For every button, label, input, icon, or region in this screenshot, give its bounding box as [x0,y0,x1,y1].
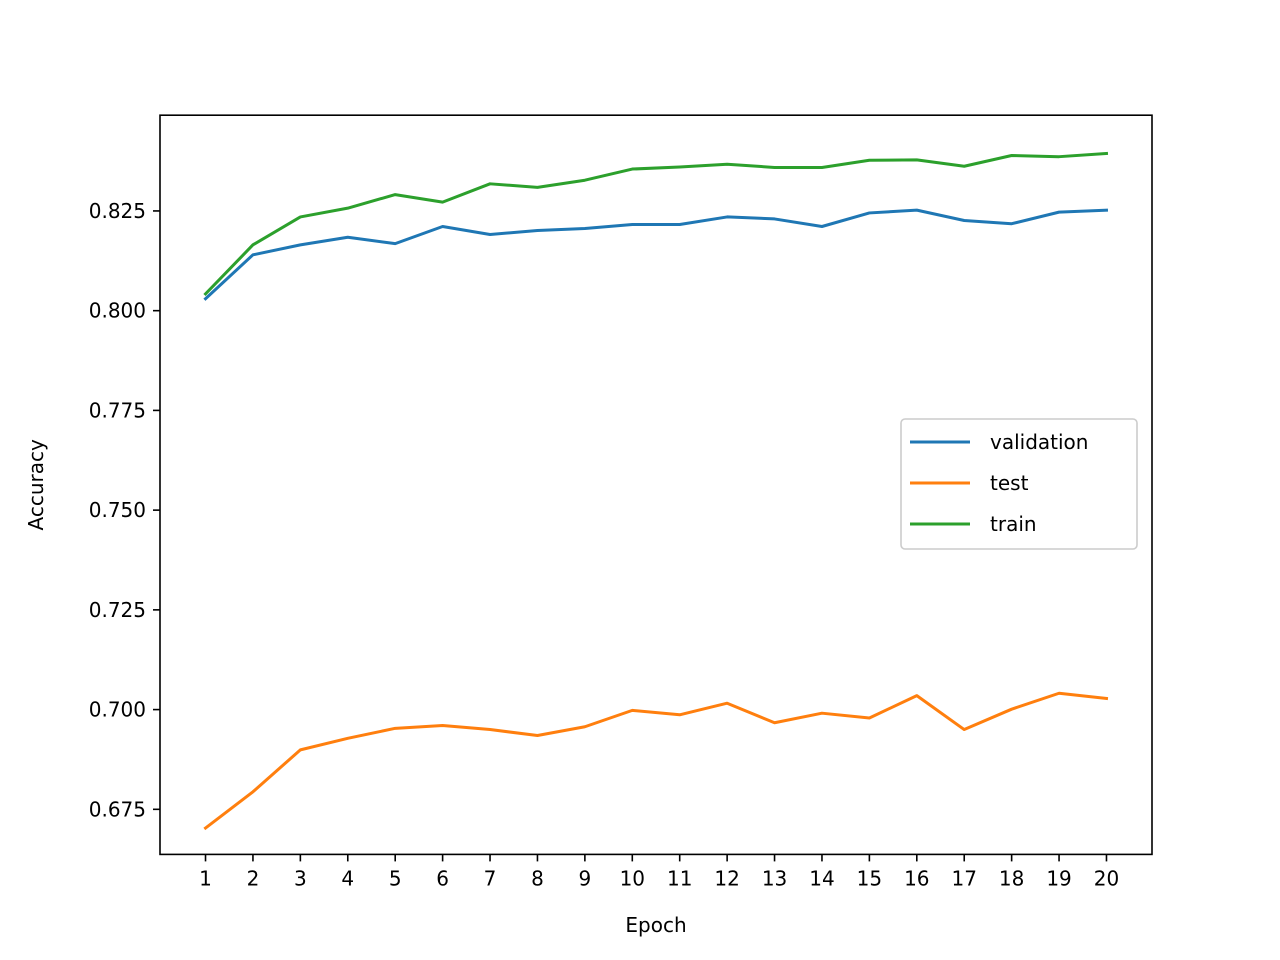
x-tick-label: 19 [1046,866,1071,890]
x-tick-label: 10 [620,866,645,890]
x-tick-label: 20 [1094,866,1119,890]
x-tick-label: 1 [199,866,212,890]
x-tick-label: 13 [762,866,787,890]
x-tick-label: 18 [999,866,1024,890]
x-tick-label: 15 [857,866,882,890]
legend-label-validation: validation [990,430,1088,454]
y-tick-label: 0.750 [89,498,146,522]
x-tick-label: 12 [714,866,739,890]
y-tick-label: 0.800 [89,299,146,323]
series-line-train [203,151,1109,297]
y-tick-label: 0.825 [89,199,146,223]
x-tick-label: 17 [951,866,976,890]
legend-label-train: train [990,512,1037,536]
x-tick-label: 8 [531,866,544,890]
y-tick-label: 0.725 [89,598,146,622]
legend: validation test train [900,418,1138,550]
y-axis-label: Accuracy [24,439,48,530]
series-line-test [203,691,1109,831]
x-axis-label: Epoch [625,913,686,937]
x-tick-label: 3 [294,866,307,890]
x-tick-label: 4 [341,866,354,890]
x-tick-label: 2 [247,866,260,890]
plot-frame [159,114,1153,856]
legend-box [900,418,1138,550]
x-tick-label: 11 [667,866,692,890]
x-tick-label: 14 [809,866,834,890]
x-tick-label: 5 [389,866,402,890]
x-tick-label: 9 [579,866,592,890]
y-tick-label: 0.675 [89,797,146,821]
x-tick-label: 7 [484,866,497,890]
series-line-validation [203,208,1109,301]
x-tick-label: 16 [904,866,929,890]
x-tick-label: 6 [436,866,449,890]
legend-label-test: test [990,471,1029,495]
y-tick-label: 0.700 [89,698,146,722]
y-tick-label: 0.775 [89,398,146,422]
